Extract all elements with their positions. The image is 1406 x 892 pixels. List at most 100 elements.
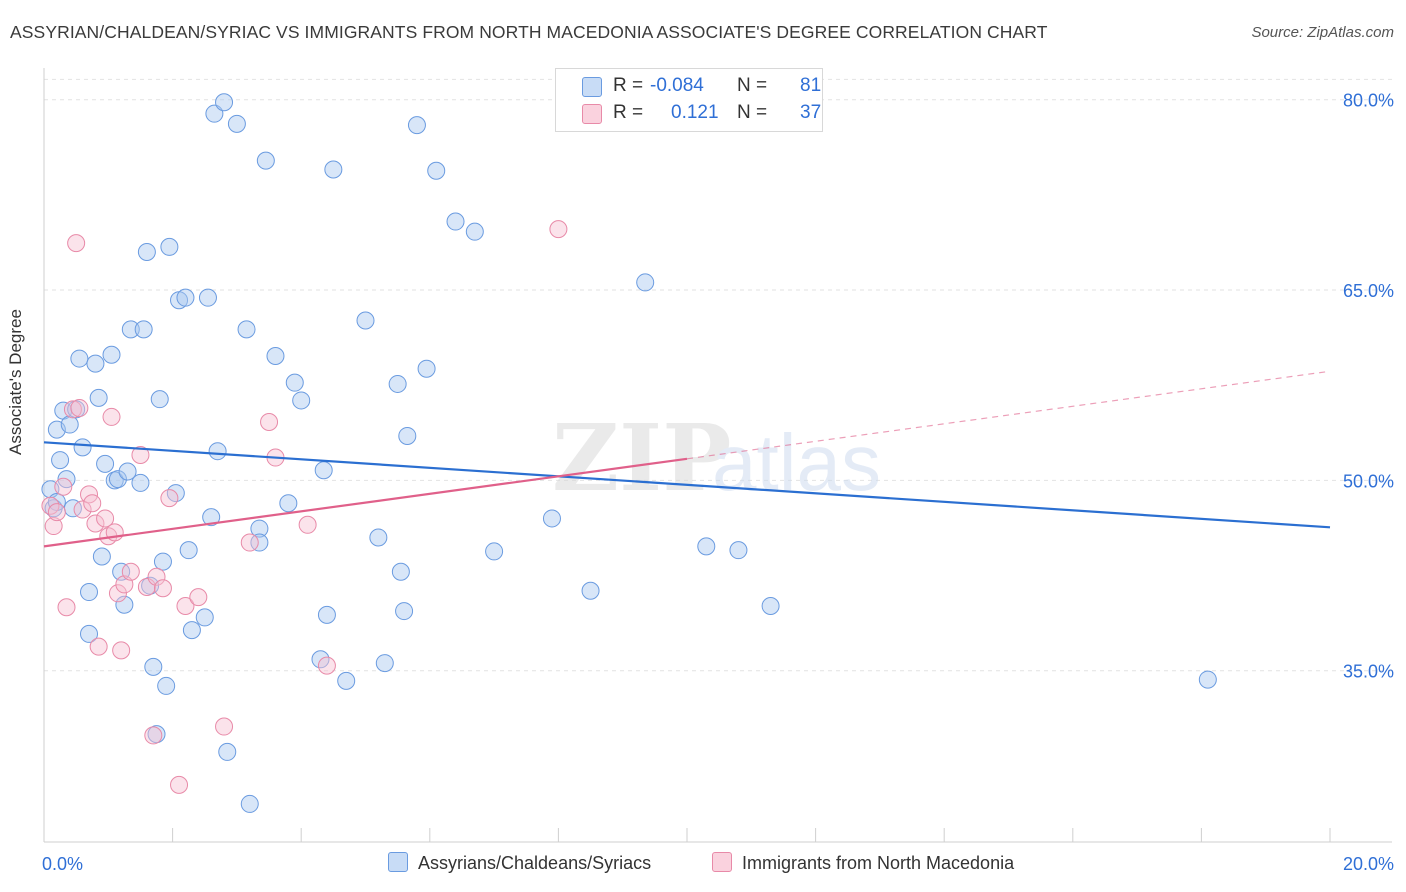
trend-line-macedonia-extension bbox=[686, 370, 1331, 460]
point-assyrian bbox=[89, 388, 108, 407]
x-tick-label: 20.0% bbox=[1343, 854, 1394, 874]
point-macedonia bbox=[102, 407, 121, 426]
point-assyrian bbox=[198, 288, 217, 307]
point-assyrian bbox=[131, 473, 150, 492]
data-points bbox=[41, 93, 1217, 813]
y-tick-label: 35.0% bbox=[1343, 662, 1394, 682]
point-assyrian bbox=[636, 273, 655, 292]
point-assyrian bbox=[208, 442, 227, 461]
trend-line-macedonia bbox=[43, 457, 688, 548]
legend-n-value: 37 bbox=[800, 102, 822, 123]
point-assyrian bbox=[581, 581, 600, 600]
point-assyrian bbox=[92, 547, 111, 566]
legend-n-label: N = bbox=[737, 102, 768, 123]
trend-line-assyrian bbox=[43, 441, 1331, 529]
point-assyrian bbox=[427, 161, 446, 180]
point-macedonia bbox=[215, 717, 234, 736]
point-assyrian bbox=[157, 676, 176, 695]
point-assyrian bbox=[398, 426, 417, 445]
point-assyrian bbox=[115, 595, 134, 614]
point-macedonia bbox=[144, 726, 163, 745]
point-assyrian bbox=[80, 624, 99, 643]
series-legend-macedonia: Immigrants from North Macedonia bbox=[712, 852, 1014, 874]
point-assyrian bbox=[237, 320, 256, 339]
y-tick-label: 50.0% bbox=[1343, 471, 1394, 491]
point-assyrian bbox=[369, 528, 388, 547]
point-macedonia bbox=[73, 500, 92, 519]
point-macedonia bbox=[170, 775, 189, 794]
y-tick-label: 65.0% bbox=[1343, 281, 1394, 301]
point-assyrian bbox=[388, 374, 407, 393]
point-macedonia bbox=[47, 503, 66, 522]
tick-labels: 35.0% 50.0% 65.0% 80.0% 0.0% 20.0% bbox=[42, 91, 1394, 874]
point-assyrian bbox=[80, 583, 99, 602]
series-legend-assyrian: Assyrians/Chaldeans/Syriacs bbox=[388, 852, 651, 874]
y-tick-label: 80.0% bbox=[1343, 91, 1394, 111]
point-assyrian bbox=[256, 151, 275, 170]
point-assyrian bbox=[179, 541, 198, 560]
gridlines bbox=[44, 78, 1392, 672]
point-assyrian bbox=[118, 462, 137, 481]
point-macedonia bbox=[83, 494, 102, 513]
series-name-macedonia: Immigrants from North Macedonia bbox=[742, 853, 1015, 873]
watermark: ZIP atlas bbox=[552, 404, 881, 512]
source-label: Source: ZipAtlas.com bbox=[1251, 24, 1394, 41]
point-macedonia bbox=[54, 477, 73, 496]
point-macedonia bbox=[112, 641, 131, 660]
point-macedonia bbox=[89, 637, 108, 656]
point-assyrian bbox=[465, 222, 484, 241]
point-macedonia bbox=[153, 579, 172, 598]
legend-r-value: 0.121 bbox=[671, 102, 719, 123]
point-assyrian bbox=[314, 461, 333, 480]
point-assyrian bbox=[266, 347, 285, 366]
legend-swatch-blue bbox=[582, 77, 602, 97]
point-assyrian bbox=[729, 541, 748, 560]
point-assyrian bbox=[240, 794, 259, 813]
point-macedonia bbox=[57, 598, 76, 617]
point-assyrian bbox=[176, 288, 195, 307]
point-assyrian bbox=[395, 602, 414, 621]
point-macedonia bbox=[44, 517, 63, 536]
point-macedonia bbox=[67, 234, 86, 253]
point-assyrian bbox=[108, 470, 127, 489]
legend-swatch-pink bbox=[582, 104, 602, 124]
point-assyrian bbox=[337, 671, 356, 690]
point-assyrian bbox=[182, 621, 201, 640]
point-assyrian bbox=[134, 320, 153, 339]
point-assyrian bbox=[407, 116, 426, 135]
point-assyrian bbox=[218, 742, 237, 761]
legend-r-label: R = bbox=[613, 102, 644, 123]
point-macedonia bbox=[63, 400, 82, 419]
point-assyrian bbox=[137, 242, 156, 261]
legend-n-value: 81 bbox=[800, 75, 822, 96]
point-macedonia bbox=[86, 514, 105, 533]
point-macedonia bbox=[41, 496, 60, 515]
legend-r-label: R = bbox=[613, 75, 644, 96]
point-macedonia bbox=[137, 577, 156, 596]
point-assyrian bbox=[417, 359, 436, 378]
point-macedonia bbox=[70, 399, 89, 418]
point-assyrian bbox=[697, 537, 716, 556]
point-assyrian bbox=[250, 519, 269, 538]
point-assyrian bbox=[73, 438, 92, 457]
point-macedonia bbox=[260, 413, 279, 432]
point-macedonia bbox=[189, 588, 208, 607]
axes bbox=[43, 68, 1392, 843]
point-macedonia bbox=[240, 533, 259, 552]
point-assyrian bbox=[150, 390, 169, 409]
point-macedonia bbox=[147, 567, 166, 586]
point-assyrian bbox=[292, 391, 311, 410]
chart-title: ASSYRIAN/CHALDEAN/SYRIAC VS IMMIGRANTS F… bbox=[10, 22, 1048, 42]
series-swatch-pink bbox=[712, 852, 732, 872]
trend-lines bbox=[43, 370, 1331, 548]
point-assyrian bbox=[311, 650, 330, 669]
point-macedonia bbox=[108, 584, 127, 603]
point-assyrian bbox=[215, 93, 234, 112]
point-assyrian bbox=[70, 349, 89, 368]
legend-r-value: -0.084 bbox=[650, 75, 704, 96]
watermark-atlas: atlas bbox=[712, 418, 881, 507]
point-macedonia bbox=[549, 220, 568, 239]
point-assyrian bbox=[202, 508, 221, 527]
point-macedonia bbox=[298, 515, 317, 534]
